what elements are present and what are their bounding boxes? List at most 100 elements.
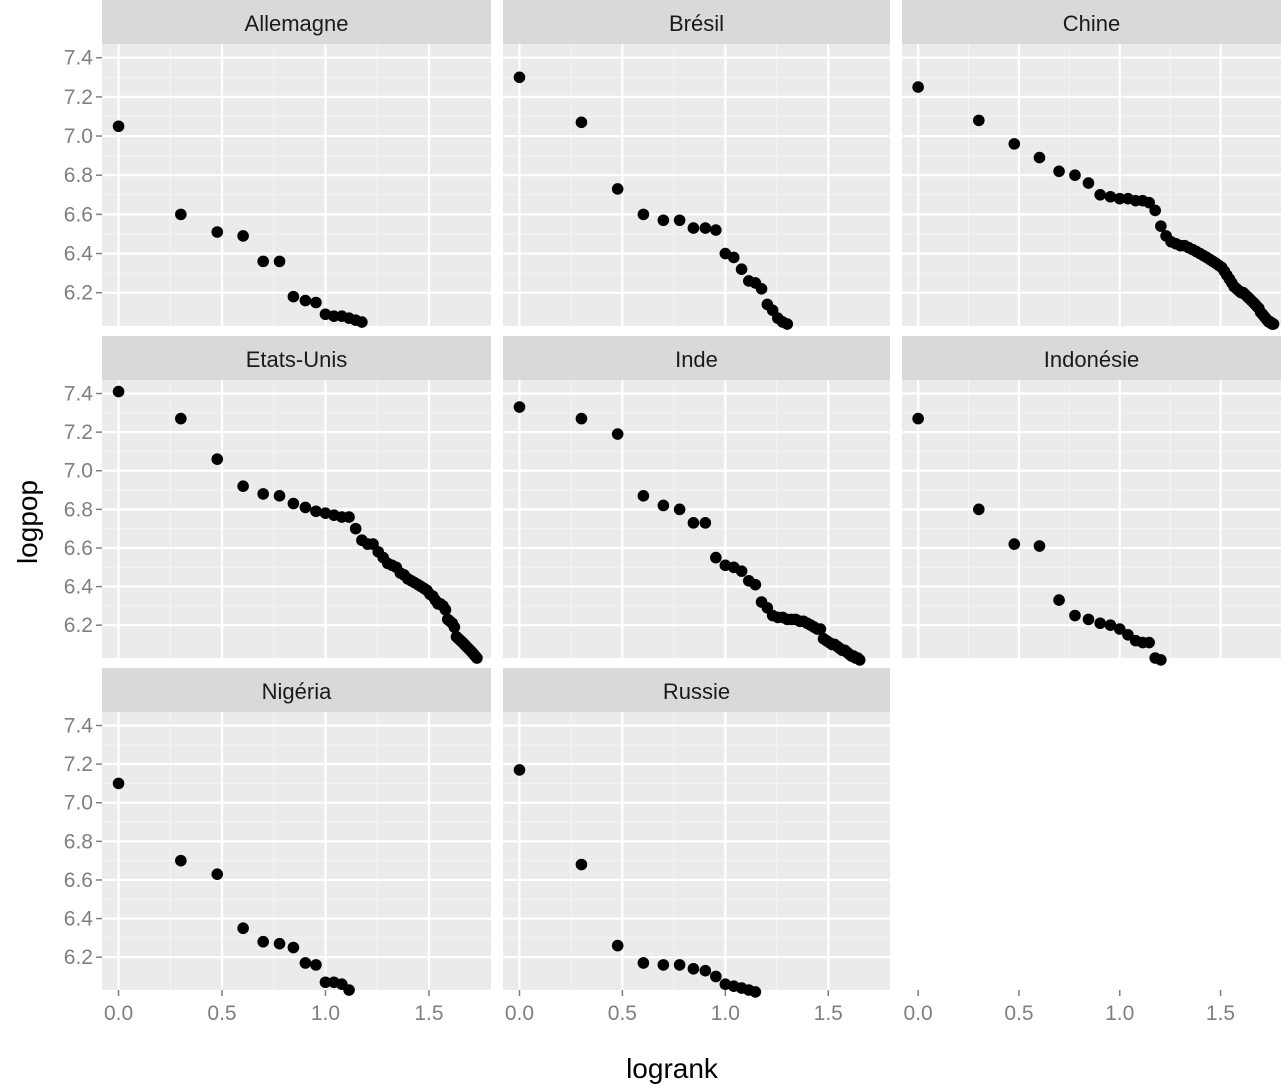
y-tick-label: 7.4 <box>64 715 94 738</box>
x-tick-label: 1.0 <box>1105 1002 1134 1025</box>
data-point <box>735 263 748 276</box>
facet-strip-label: Russie <box>663 679 730 704</box>
y-axis-title: logpop <box>12 480 43 564</box>
data-point <box>1113 623 1126 635</box>
gridlines <box>902 380 1281 658</box>
data-point <box>611 428 624 440</box>
facet-strip-label: Brésil <box>669 11 724 36</box>
facet-russie: Russie <box>503 668 890 998</box>
data-point <box>299 957 312 969</box>
data-point <box>814 623 827 635</box>
data-point <box>673 959 686 971</box>
data-point <box>657 499 670 512</box>
x-axis-title: logrank <box>626 1053 719 1084</box>
data-point <box>1069 169 1081 182</box>
gridlines <box>503 712 890 990</box>
facet-strip-label: Etats-Unis <box>246 347 347 372</box>
facet-nigeria: Nigéria <box>102 668 491 996</box>
data-point <box>657 959 670 971</box>
y-tick-label: 6.4 <box>64 908 94 931</box>
y-tick-label: 6.4 <box>64 243 94 266</box>
facet-strip-bresil <box>503 0 890 44</box>
data-point <box>699 517 712 529</box>
data-point <box>699 964 712 977</box>
data-point <box>1008 538 1021 550</box>
data-point <box>611 939 624 952</box>
data-point <box>710 970 722 983</box>
y-tick-label: 6.2 <box>64 614 93 637</box>
data-point <box>1008 138 1021 150</box>
facet-strip-label: Chine <box>1063 11 1120 36</box>
x-tick-label: 0.0 <box>104 1002 133 1025</box>
facet-strip-nigeria <box>102 668 491 712</box>
data-point <box>273 490 286 502</box>
data-point <box>912 412 924 425</box>
y-tick-label: 6.6 <box>64 869 93 892</box>
y-tick-label: 6.8 <box>64 830 93 853</box>
data-point <box>673 214 686 227</box>
gridlines <box>102 380 491 658</box>
data-point <box>211 868 224 880</box>
facet-panel-bresil <box>503 44 890 326</box>
data-point <box>673 503 686 516</box>
data-point <box>257 935 269 948</box>
data-point <box>448 621 461 633</box>
data-point <box>287 290 300 303</box>
x-tick-label: 1.5 <box>414 1002 443 1025</box>
data-point <box>1094 188 1106 201</box>
data-point <box>1033 540 1046 552</box>
x-axis-ticks: 0.0 0.5 1.0 1.5 0.0 0.5 1.0 1.5 0.0 0.5 1.0 1.5 <box>104 990 1235 1025</box>
data-point <box>439 603 452 616</box>
x-tick-label: 0.0 <box>904 1002 933 1025</box>
data-point <box>687 222 700 234</box>
y-tick-label: 6.2 <box>64 946 93 969</box>
y-tick-label: 7.4 <box>64 47 94 70</box>
data-point <box>735 565 748 577</box>
data-point <box>575 412 588 425</box>
data-point <box>781 318 794 330</box>
data-point <box>112 777 125 790</box>
data-point <box>273 937 286 950</box>
x-tick-label: 0.5 <box>608 1002 637 1025</box>
data-point <box>710 224 722 236</box>
facet-strip-etats-unis <box>102 336 491 380</box>
data-point <box>637 957 650 969</box>
data-point <box>471 652 483 664</box>
data-point <box>1094 617 1106 630</box>
y-tick-label: 7.2 <box>64 421 93 444</box>
gridlines <box>102 712 491 990</box>
facet-panel-indonesie <box>902 380 1281 658</box>
facet-allemagne: Allemagne <box>102 0 491 328</box>
points-inde <box>513 401 866 666</box>
data-point <box>853 654 866 666</box>
data-point <box>1082 613 1095 626</box>
data-point <box>687 517 700 529</box>
data-point <box>575 858 588 871</box>
data-point <box>343 984 355 996</box>
data-point <box>973 503 985 516</box>
x-tick-label: 1.5 <box>1206 1002 1235 1025</box>
data-point <box>513 764 526 776</box>
data-point <box>211 226 224 238</box>
facet-strip-allemagne <box>102 0 491 44</box>
data-point <box>112 385 125 398</box>
facet-strip-indonesie <box>902 336 1281 380</box>
points-russie <box>513 764 762 998</box>
data-point <box>699 222 712 234</box>
data-point <box>657 214 670 227</box>
data-point <box>287 497 300 510</box>
facet-strip-chine <box>902 0 1281 44</box>
facet-bresil: Brésil <box>503 0 890 330</box>
points-nigeria <box>112 777 355 996</box>
y-tick-label: 6.8 <box>64 164 93 187</box>
facet-panel-allemagne <box>102 44 491 326</box>
data-point <box>973 114 985 127</box>
data-point <box>1143 196 1155 209</box>
data-point <box>1082 177 1095 189</box>
y-tick-label: 6.2 <box>64 282 93 305</box>
data-point <box>1149 204 1162 217</box>
data-point <box>1104 190 1117 203</box>
data-point <box>749 578 762 591</box>
data-point <box>1143 636 1155 649</box>
